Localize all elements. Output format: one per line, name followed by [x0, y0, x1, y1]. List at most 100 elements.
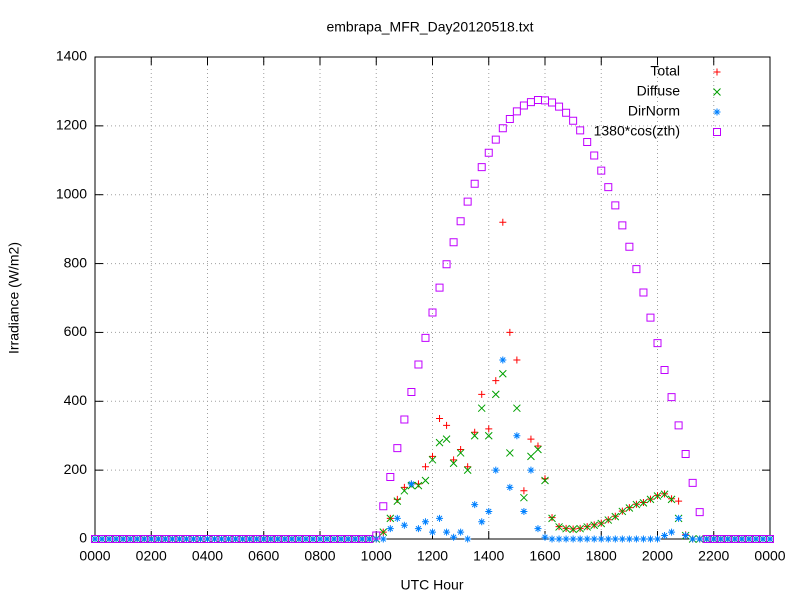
legend-label: 1380*cos(zth)	[594, 123, 680, 139]
y-tick-label: 1400	[56, 48, 87, 64]
point	[667, 495, 676, 504]
point	[470, 431, 479, 440]
point	[766, 535, 774, 543]
y-tick-label: 1000	[56, 185, 87, 201]
x-tick-label: 1600	[529, 548, 560, 564]
point	[442, 435, 451, 444]
point	[400, 483, 408, 491]
point	[562, 535, 570, 543]
point	[752, 535, 760, 543]
point	[491, 135, 500, 144]
point	[682, 532, 690, 540]
point	[429, 452, 436, 460]
point	[745, 535, 753, 543]
point	[731, 535, 739, 543]
point	[330, 535, 338, 543]
point	[456, 217, 465, 226]
legend-marker	[713, 108, 721, 116]
point	[491, 390, 500, 399]
point	[611, 512, 620, 521]
point	[464, 463, 472, 471]
point	[484, 431, 493, 440]
point	[457, 528, 465, 536]
x-tick-label: 0600	[248, 548, 279, 564]
point	[463, 197, 472, 206]
point	[696, 535, 704, 543]
point	[569, 535, 577, 543]
point	[105, 535, 113, 543]
point	[527, 452, 535, 461]
y-tick-label: 0	[79, 530, 87, 546]
x-tick-label: 0000	[79, 548, 110, 564]
point	[513, 404, 521, 413]
x-tick-label: 0200	[136, 548, 167, 564]
point	[654, 535, 661, 543]
point	[681, 449, 690, 458]
point	[133, 535, 141, 543]
point	[182, 535, 190, 543]
point	[632, 265, 641, 274]
point	[246, 535, 254, 543]
point	[471, 501, 479, 509]
point	[625, 535, 633, 543]
legend-label: Total	[650, 63, 680, 79]
point	[618, 221, 627, 230]
point	[512, 107, 521, 116]
point	[604, 535, 612, 543]
point	[519, 101, 528, 110]
point	[478, 390, 486, 398]
point	[450, 533, 458, 541]
point	[232, 535, 240, 543]
point	[646, 313, 655, 322]
point	[421, 463, 429, 471]
point	[738, 535, 746, 543]
point	[498, 124, 507, 133]
point	[618, 535, 626, 543]
point	[147, 535, 155, 543]
point	[527, 466, 535, 474]
point	[456, 449, 465, 457]
point	[196, 535, 204, 543]
point	[632, 535, 640, 543]
x-tick-label: 2000	[642, 548, 673, 564]
point	[309, 535, 317, 543]
point	[386, 473, 395, 482]
point	[189, 535, 197, 543]
point	[407, 480, 415, 488]
point	[513, 432, 521, 440]
point	[274, 535, 282, 543]
point	[400, 486, 409, 495]
point	[583, 138, 592, 147]
y-tick-label: 1200	[56, 117, 87, 133]
point	[443, 528, 451, 536]
point	[119, 535, 127, 543]
point	[323, 535, 331, 543]
point	[463, 466, 472, 474]
point	[625, 242, 634, 251]
point	[759, 535, 767, 543]
point	[225, 535, 233, 543]
point	[288, 535, 296, 543]
point	[435, 283, 444, 292]
point	[520, 487, 528, 495]
x-axis-label: UTC Hour	[400, 577, 463, 593]
y-tick-label: 600	[64, 323, 88, 339]
point	[337, 535, 345, 543]
point	[526, 98, 535, 107]
point	[688, 478, 697, 487]
point	[569, 525, 577, 534]
point	[386, 525, 394, 533]
point	[477, 404, 486, 413]
point	[520, 493, 528, 502]
point	[154, 535, 162, 543]
point	[590, 151, 599, 160]
x-tick-label: 2200	[698, 548, 729, 564]
point	[667, 393, 676, 402]
point	[541, 533, 549, 541]
point	[639, 498, 648, 507]
point	[583, 535, 591, 543]
point	[358, 535, 366, 543]
point	[449, 459, 458, 468]
point	[484, 148, 493, 157]
